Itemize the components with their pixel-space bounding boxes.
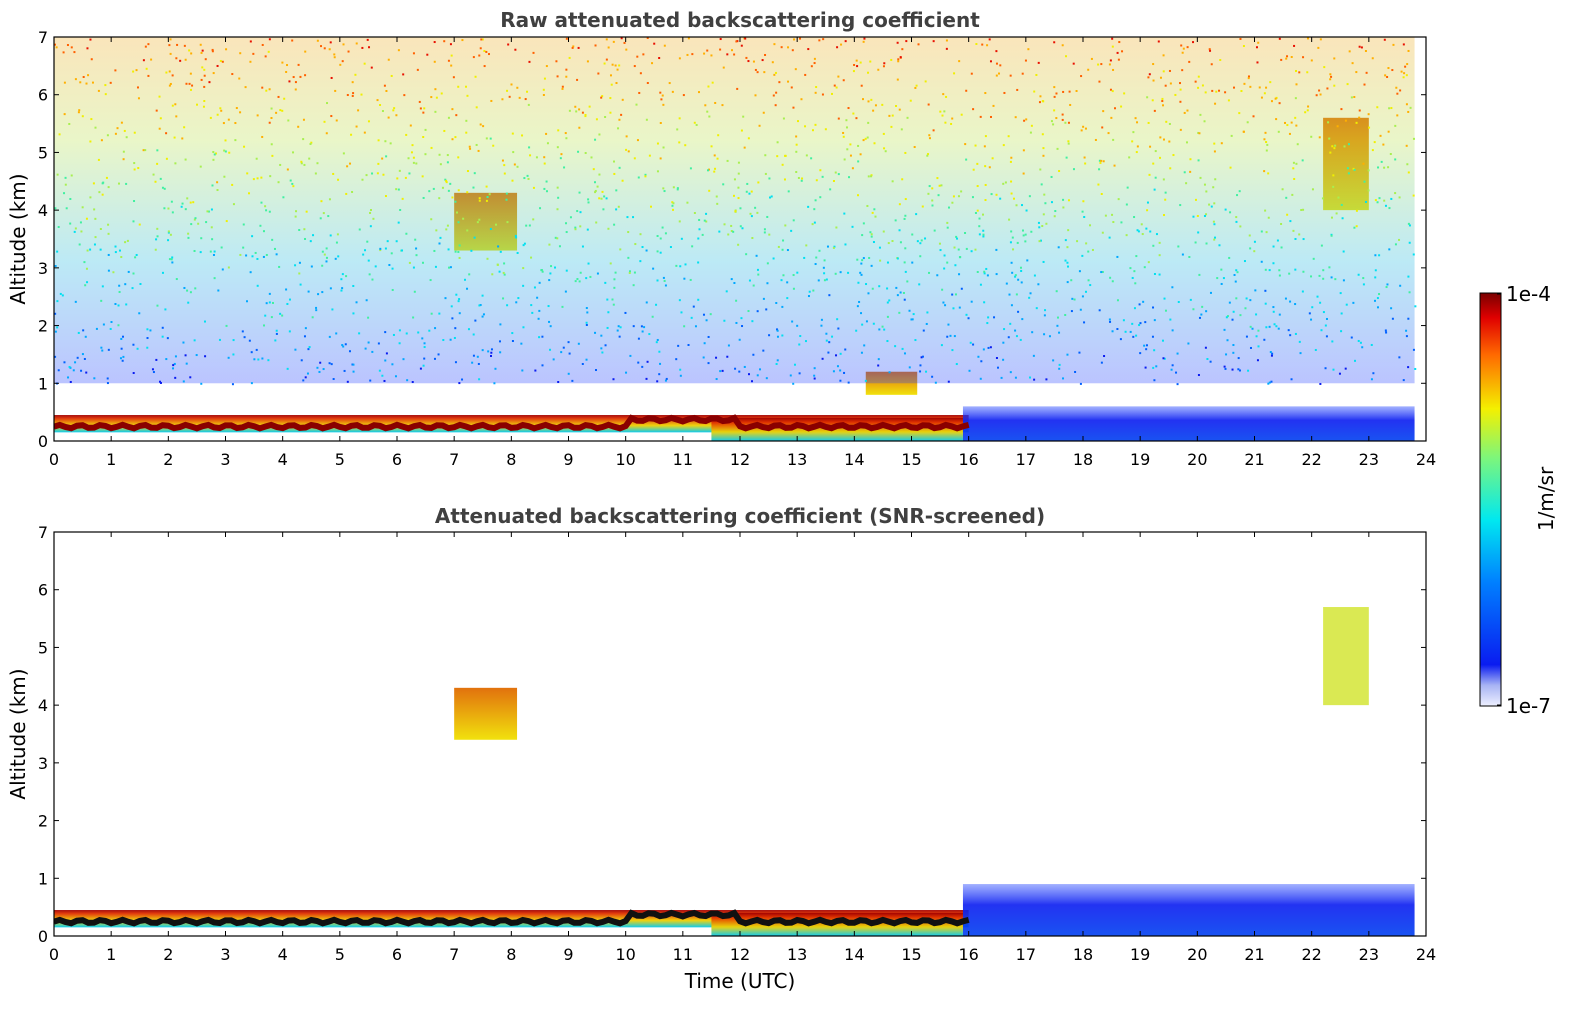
xtick-label: 23 <box>1359 450 1379 469</box>
xtick-label: 24 <box>1416 945 1436 964</box>
xtick-label: 5 <box>335 450 345 469</box>
feature-low-level-signal <box>962 884 1415 936</box>
ytick-label: 5 <box>38 143 48 162</box>
xtick-label: 1 <box>106 450 116 469</box>
ytick-label: 2 <box>38 317 48 336</box>
ytick-label: 2 <box>38 812 48 831</box>
xtick-label: 1 <box>106 945 116 964</box>
heatmap-screened <box>54 607 1415 936</box>
xtick-label: 6 <box>392 945 402 964</box>
boundary-layer-line <box>54 414 970 432</box>
boundary-layer-line <box>54 909 970 927</box>
ytick-label: 3 <box>38 259 48 278</box>
ytick-label: 4 <box>38 696 48 715</box>
xtick-label: 8 <box>506 450 516 469</box>
xtick-label: 0 <box>49 945 59 964</box>
xtick-label: 3 <box>220 450 230 469</box>
xtick-label: 4 <box>278 450 288 469</box>
xtick-label: 0 <box>49 450 59 469</box>
ytick-label: 0 <box>38 927 48 946</box>
xtick-label: 19 <box>1130 945 1150 964</box>
xtick-label: 9 <box>563 450 573 469</box>
xtick-label: 12 <box>730 945 750 964</box>
panel-raw-title: Raw attenuated backscattering coefficien… <box>500 8 980 32</box>
xtick-label: 16 <box>958 945 978 964</box>
xtick-label: 2 <box>163 945 173 964</box>
xtick-label: 14 <box>844 450 864 469</box>
xtick-label: 19 <box>1130 450 1150 469</box>
xtick-label: 17 <box>1016 450 1036 469</box>
xtick-label: 21 <box>1244 450 1264 469</box>
xtick-label: 11 <box>673 945 693 964</box>
xtick-label: 2 <box>163 450 173 469</box>
xtick-label: 3 <box>220 945 230 964</box>
xtick-label: 7 <box>449 450 459 469</box>
panel-screened-title: Attenuated backscattering coefficient (S… <box>435 504 1045 528</box>
ytick-label: 6 <box>38 581 48 600</box>
ytick-label: 7 <box>38 28 48 47</box>
xtick-label: 6 <box>392 450 402 469</box>
xtick-label: 17 <box>1016 945 1036 964</box>
xtick-label: 5 <box>335 945 345 964</box>
xtick-label: 16 <box>958 450 978 469</box>
colorbar-min-label: 1e-7 <box>1506 694 1551 718</box>
xtick-label: 20 <box>1187 450 1207 469</box>
ytick-label: 0 <box>38 432 48 451</box>
colorbar: 1e-4 1e-7 1/m/sr <box>1479 282 1558 718</box>
xtick-label: 13 <box>787 945 807 964</box>
xtick-label: 10 <box>615 945 635 964</box>
ticks-screened: 0 1 2 3 4 5 6 7 8 9 10 11 12 13 14 15 16 17 18 19 20 21 22 23 24… <box>38 523 1436 964</box>
xtick-label: 8 <box>506 945 516 964</box>
feature-upper-noise <box>54 37 1417 386</box>
xtick-label: 4 <box>278 945 288 964</box>
xtick-label: 18 <box>1073 945 1093 964</box>
panel-screened: Attenuated backscattering coefficient (S… <box>6 504 1436 993</box>
ylabel-raw: Altitude (km) <box>6 173 30 304</box>
xtick-label: 22 <box>1301 945 1321 964</box>
ytick-label: 3 <box>38 754 48 773</box>
xtick-label: 9 <box>563 945 573 964</box>
xtick-label: 13 <box>787 450 807 469</box>
colorbar-gradient <box>1479 292 1502 707</box>
colorbar-label: 1/m/sr <box>1534 466 1558 531</box>
xtick-label: 15 <box>901 450 921 469</box>
ytick-label: 5 <box>38 638 48 657</box>
xtick-label: 11 <box>673 450 693 469</box>
xtick-label: 12 <box>730 450 750 469</box>
ticks-raw: 0 1 2 3 4 5 6 7 8 9 10 11 12 13 14 15 16 17 18 19 20 21 22 23 24… <box>38 28 1436 469</box>
xtick-label: 24 <box>1416 450 1436 469</box>
ytick-label: 6 <box>38 86 48 105</box>
ylabel-screened: Altitude (km) <box>6 668 30 799</box>
feature-low-level-signal <box>962 406 1415 441</box>
xtick-label: 7 <box>449 945 459 964</box>
ytick-label: 7 <box>38 523 48 542</box>
xtick-label: 22 <box>1301 450 1321 469</box>
feature-high-cloud <box>1323 607 1369 706</box>
xtick-label: 15 <box>901 945 921 964</box>
xtick-label: 10 <box>615 450 635 469</box>
xtick-label: 21 <box>1244 945 1264 964</box>
xtick-label: 20 <box>1187 945 1207 964</box>
panel-raw: Raw attenuated backscattering coefficien… <box>6 8 1436 469</box>
xtick-label: 18 <box>1073 450 1093 469</box>
colorbar-max-label: 1e-4 <box>1506 282 1551 306</box>
xtick-label: 14 <box>844 945 864 964</box>
xlabel-screened: Time (UTC) <box>684 969 796 993</box>
plot-area-screened <box>54 532 1426 936</box>
feature-mid-level-cloud <box>454 687 518 740</box>
ytick-label: 1 <box>38 374 48 393</box>
ytick-label: 4 <box>38 201 48 220</box>
xtick-label: 23 <box>1359 945 1379 964</box>
heatmap-raw <box>54 37 1417 441</box>
ytick-label: 1 <box>38 869 48 888</box>
